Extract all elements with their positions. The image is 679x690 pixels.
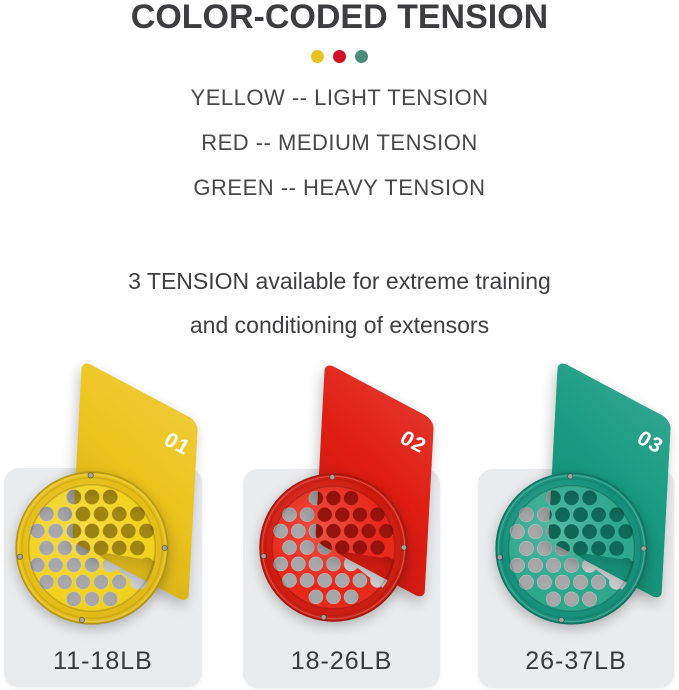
yellow-dot-icon	[311, 50, 324, 63]
weight-range-label: 11-18LB	[53, 647, 153, 675]
hand-exerciser-disc-red	[257, 471, 410, 624]
legend-green-heavy: GREEN -- HEAVY TENSION	[193, 175, 486, 200]
weight-range-label: 18-26LB	[290, 647, 393, 675]
hand-exerciser-disc-green	[493, 470, 650, 627]
legend-yellow-light: YELLOW -- LIGHT TENSION	[190, 85, 489, 110]
color-legend-dots	[0, 50, 679, 63]
weight-range-label: 26-37LB	[525, 647, 627, 675]
description-line-2: and conditioning of extensors	[189, 312, 490, 338]
page-title: COLOR-CODED TENSION	[130, 0, 549, 36]
product-card-medium: 02 18-26LB	[242, 352, 450, 690]
product-card-light: 01 11-18LB	[4, 352, 216, 690]
legend-red-medium: RED -- MEDIUM TENSION	[201, 130, 478, 155]
hand-exerciser-disc-yellow	[13, 469, 171, 627]
description-line-1: 3 TENSION available for extreme training	[128, 268, 551, 294]
green-dot-icon	[355, 50, 368, 63]
product-card-heavy: 03 26-37LB	[476, 352, 676, 690]
red-dot-icon	[333, 50, 346, 63]
